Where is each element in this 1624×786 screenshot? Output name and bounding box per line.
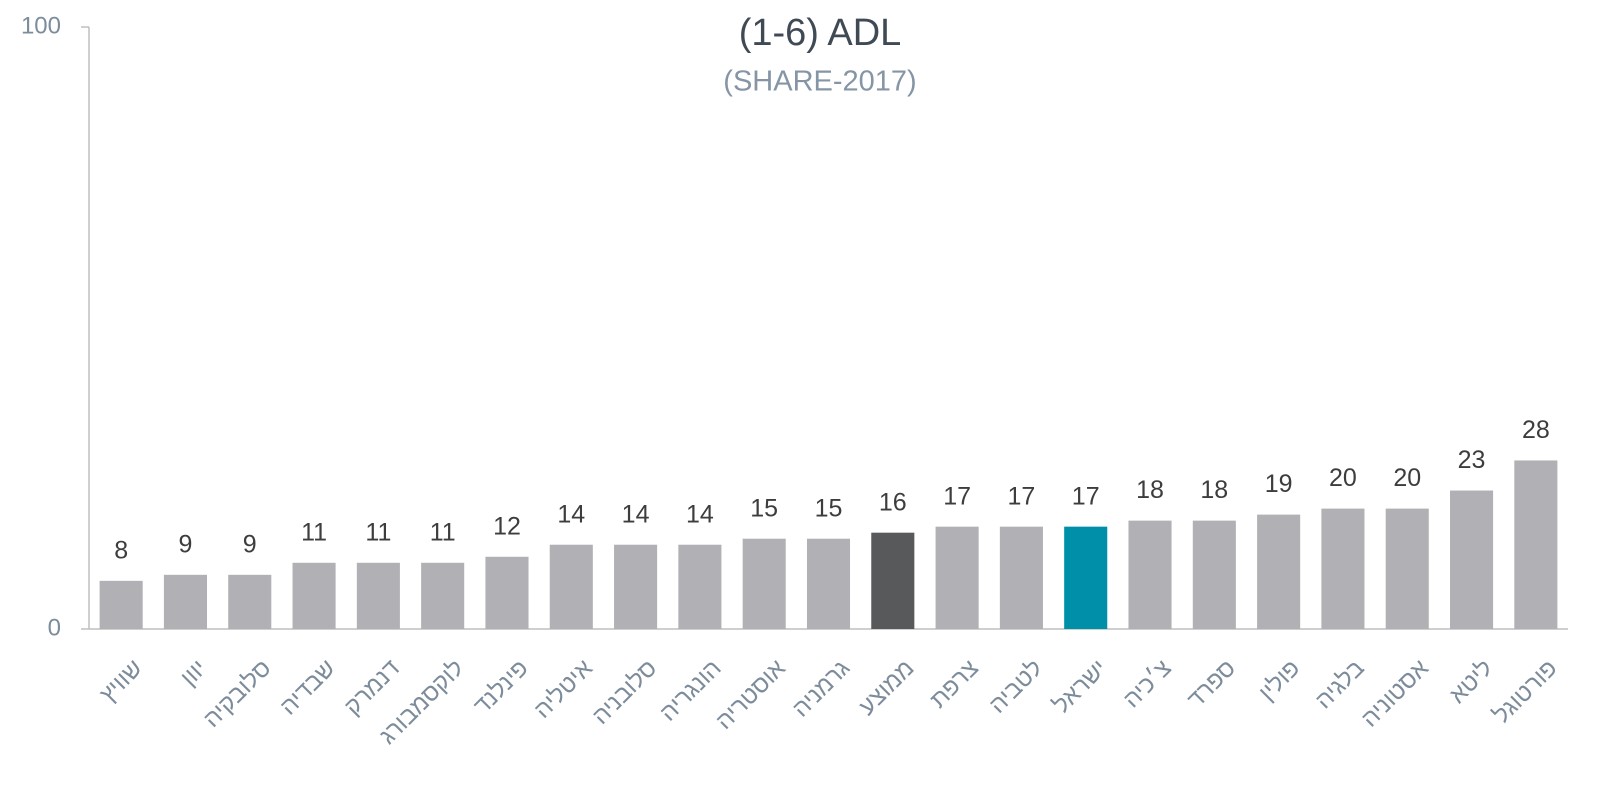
x-tick-label: ממוצע xyxy=(854,655,920,721)
bar xyxy=(742,538,786,629)
x-tick-label: לטביה xyxy=(984,655,1048,719)
bar xyxy=(614,544,658,629)
bar xyxy=(999,526,1043,629)
bar xyxy=(935,526,979,629)
value-label: 17 xyxy=(1008,482,1036,510)
x-tick-label: שוויץ xyxy=(95,655,148,708)
value-label: 8 xyxy=(114,536,128,564)
bar xyxy=(163,574,207,629)
bar xyxy=(1321,508,1365,629)
x-tick-label: ישראל xyxy=(1048,655,1112,719)
value-label: 28 xyxy=(1522,416,1550,444)
y-tick-label: 100 xyxy=(21,12,61,39)
x-tick-label: איטליה xyxy=(529,655,598,724)
value-label: 15 xyxy=(815,494,843,522)
value-label: 9 xyxy=(243,530,257,558)
value-label: 11 xyxy=(430,518,456,546)
x-tick-label: יוון xyxy=(175,655,212,692)
value-label: 17 xyxy=(943,482,971,510)
value-label: 15 xyxy=(750,494,778,522)
value-label: 14 xyxy=(557,500,585,528)
value-label: 12 xyxy=(493,512,521,540)
bar xyxy=(1514,460,1558,629)
value-label: 20 xyxy=(1329,464,1357,492)
x-tick-label: גרמניה xyxy=(787,655,855,723)
x-tick-label: סלובקיה xyxy=(198,655,276,733)
value-label: 11 xyxy=(365,518,391,546)
bar xyxy=(871,532,915,629)
bar xyxy=(1064,526,1108,629)
x-tick-label: אסטוניה xyxy=(1356,655,1434,733)
bar xyxy=(292,562,336,629)
bar xyxy=(1192,520,1236,629)
bar xyxy=(228,574,272,629)
x-tick-label: צרפת xyxy=(925,655,984,714)
value-label: 19 xyxy=(1265,470,1293,498)
value-label: 17 xyxy=(1072,482,1100,510)
x-tick-label: צ׳כיה xyxy=(1118,655,1177,714)
x-tick-label: בלגיה xyxy=(1310,655,1370,715)
chart-title: (1-6) ADL xyxy=(739,12,902,54)
bar xyxy=(356,562,400,629)
bar xyxy=(1257,514,1301,629)
value-label: 23 xyxy=(1458,446,1486,474)
value-label: 18 xyxy=(1200,476,1228,504)
bar xyxy=(549,544,593,629)
x-tick-label: שבדיה xyxy=(275,655,341,721)
x-tick-label: ספרד xyxy=(1182,655,1241,714)
x-tick-label: פולין xyxy=(1254,655,1306,707)
y-tick-label: 0 xyxy=(48,614,61,641)
value-label: 16 xyxy=(879,488,907,516)
value-label: 11 xyxy=(301,518,327,546)
bar xyxy=(1385,508,1429,629)
x-tick-label: סלובניה xyxy=(587,655,662,730)
value-label: 20 xyxy=(1393,464,1421,492)
x-tick-label: פינלנד xyxy=(469,655,534,720)
bar xyxy=(678,544,722,629)
value-label: 9 xyxy=(179,530,193,558)
chart-subtitle: (SHARE-2017) xyxy=(723,66,916,98)
x-tick-label: אוסטריה xyxy=(711,655,791,735)
bar xyxy=(99,580,143,629)
bar xyxy=(421,562,465,629)
bar xyxy=(806,538,851,629)
value-label: 18 xyxy=(1136,476,1164,504)
value-label: 14 xyxy=(686,500,714,528)
x-tick-label: ליטא xyxy=(1444,655,1498,709)
x-tick-label: פורטוגל xyxy=(1488,655,1562,729)
bar xyxy=(1450,490,1494,629)
bar xyxy=(1128,520,1172,629)
bar xyxy=(485,556,529,629)
value-label: 14 xyxy=(622,500,650,528)
